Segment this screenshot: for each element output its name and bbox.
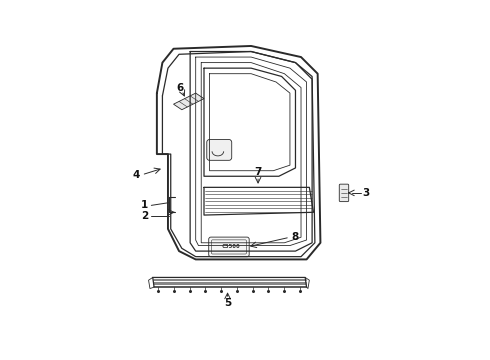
Text: C3500: C3500 [222, 244, 241, 249]
FancyBboxPatch shape [339, 184, 349, 202]
Polygon shape [173, 93, 204, 110]
Text: 1: 1 [141, 201, 148, 210]
FancyBboxPatch shape [209, 237, 249, 257]
Text: 2: 2 [141, 211, 148, 221]
Text: 6: 6 [177, 82, 184, 93]
Text: 5: 5 [224, 298, 231, 308]
FancyBboxPatch shape [212, 240, 246, 254]
Text: 7: 7 [254, 167, 262, 177]
Text: 3: 3 [363, 188, 370, 198]
Text: 4: 4 [132, 170, 140, 180]
Text: 8: 8 [292, 232, 299, 242]
FancyBboxPatch shape [207, 140, 232, 160]
